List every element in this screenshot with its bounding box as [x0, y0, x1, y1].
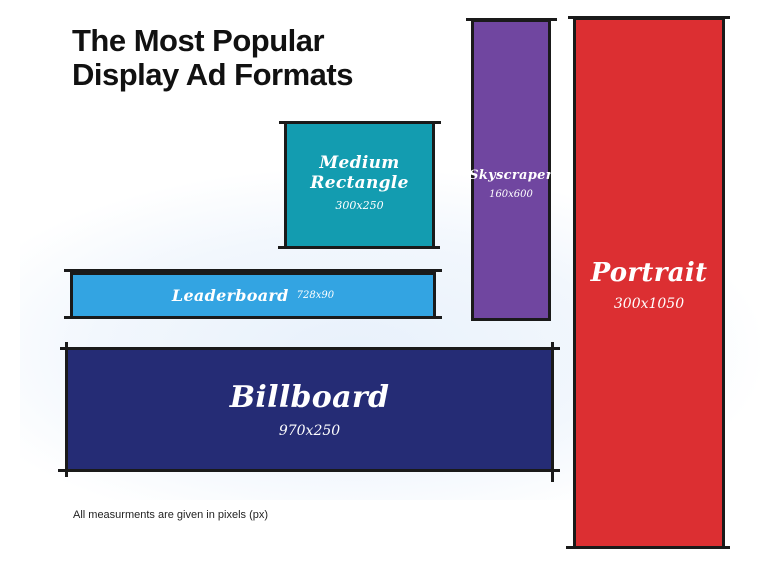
billboard-name: Billboard — [229, 380, 390, 415]
skyscraper-dims: 160x600 — [489, 189, 533, 200]
portrait-name: Portrait — [590, 258, 708, 288]
sketch-line — [65, 342, 68, 477]
sketch-line — [551, 342, 554, 482]
skyscraper-box: Skyscraper 160x600 — [469, 19, 553, 321]
sketch-line — [60, 347, 560, 350]
skyscraper-name: Skyscraper — [469, 168, 553, 183]
footnote: All measurments are given in pixels (px) — [73, 509, 269, 521]
billboard-box: Billboard 970x250 — [65, 347, 554, 472]
sketch-line — [64, 269, 442, 272]
portrait-box: Portrait 300x1050 — [573, 17, 725, 549]
sketch-line — [278, 246, 440, 249]
page-title: The Most Popular Display Ad Formats — [72, 24, 353, 92]
medium-rectangle-name: Medium Rectangle — [310, 152, 409, 193]
sketch-line — [466, 18, 557, 21]
billboard-dims: 970x250 — [278, 423, 341, 439]
sketch-line — [58, 469, 560, 472]
leaderboard-dims: 728x90 — [296, 290, 335, 301]
sketch-line — [566, 546, 730, 549]
sketch-line — [568, 16, 730, 19]
medium-rectangle-box: Medium Rectangle 300x250 — [284, 121, 435, 249]
title-line-1: The Most Popular — [72, 23, 325, 58]
medium-rectangle-dims: 300x250 — [335, 198, 384, 212]
sketch-line — [64, 316, 442, 319]
leaderboard-name: Leaderboard — [171, 286, 289, 305]
title-line-2: Display Ad Formats — [72, 57, 353, 92]
leaderboard-box: Leaderboard 728x90 — [70, 272, 436, 319]
sketch-line — [279, 121, 441, 124]
portrait-dims: 300x1050 — [613, 296, 685, 312]
